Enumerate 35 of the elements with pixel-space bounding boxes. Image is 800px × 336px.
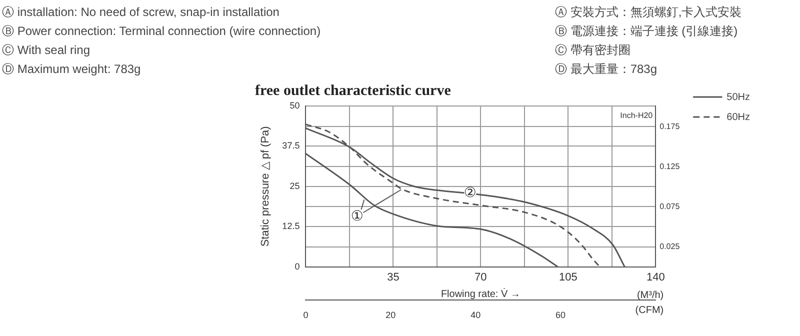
x-tick-label: 105 (558, 271, 578, 284)
x2-tick-label: 0 (303, 310, 308, 320)
x2-axis-title: (CFM) (635, 304, 664, 316)
legend-label: 60Hz (726, 112, 750, 123)
y-axis-title: Static pressure △ pf (Pa) (260, 126, 272, 247)
legend-label: 50Hz (726, 92, 750, 103)
x2-tick-label: 20 (386, 310, 396, 320)
text: (M³/h) (636, 290, 664, 301)
annotation: ① (350, 208, 364, 224)
annotation: ② (464, 185, 476, 202)
text: Ⓓ Maximum weight: 783g (2, 61, 142, 78)
y2-tick-label: 0.175 (660, 122, 680, 131)
y-tick-label: 37.5 (282, 140, 300, 151)
text: Ⓑ 電源連接：端子連接 (引線連接) (555, 23, 739, 40)
y2-tick-label: 0.125 (660, 162, 680, 171)
y-tick-label: 12.5 (282, 221, 300, 232)
x-axis-title: Flowing rate: V̇ → (440, 288, 520, 300)
y-tick-label: 0 (294, 261, 300, 272)
y2-axis-title: Inch-H20 (620, 111, 654, 120)
y2-tick-label: 0.075 (660, 202, 680, 211)
x2-tick-label: 60 (556, 310, 566, 320)
text: Ⓒ 帶有密封圈 (555, 42, 632, 59)
x-tick-label: 70 (474, 271, 487, 284)
text: Ⓐ installation: No need of screw, snap-in installation (2, 4, 280, 21)
text: Ⓐ 安裝方式：無須螺釘,卡入式安裝 (555, 4, 743, 21)
y-tick-label: 25 (290, 180, 300, 191)
x-tick-label: 35 (387, 271, 400, 284)
x2-tick-label: 40 (470, 310, 481, 320)
text: Ⓓ 最大重量：783g (555, 61, 658, 78)
y2-tick-label: 0.025 (660, 242, 680, 251)
x-tick-label: 140 (646, 271, 665, 284)
text: Ⓒ With seal ring (2, 42, 92, 59)
y-tick-label: 50 (290, 100, 300, 110)
text: Ⓑ Power connection: Terminal connection (wire connection) (2, 23, 322, 40)
chart-title: free outlet characteristic curve (255, 82, 452, 99)
